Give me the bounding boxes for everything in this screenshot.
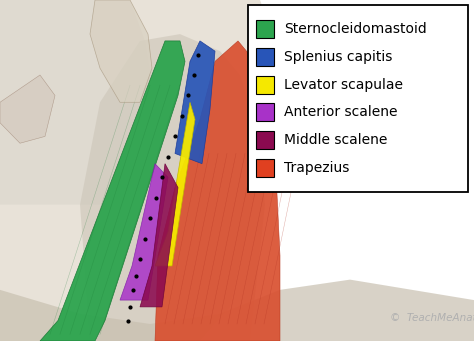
Polygon shape <box>0 0 270 341</box>
Polygon shape <box>40 41 185 341</box>
Polygon shape <box>140 164 178 307</box>
Bar <box>256 159 274 177</box>
Polygon shape <box>0 75 55 143</box>
Text: ©  TeachMe​Anatomy․: © TeachMe​Anatomy․ <box>390 313 474 323</box>
Bar <box>256 131 274 149</box>
Bar <box>248 5 468 192</box>
Text: Splenius capitis: Splenius capitis <box>284 50 392 64</box>
Text: Levator scapulae: Levator scapulae <box>284 78 403 92</box>
Polygon shape <box>90 0 152 102</box>
Text: Anterior scalene: Anterior scalene <box>284 105 398 119</box>
Polygon shape <box>0 280 474 341</box>
Polygon shape <box>175 41 215 164</box>
Polygon shape <box>155 102 195 266</box>
Polygon shape <box>0 0 155 205</box>
Polygon shape <box>155 41 280 341</box>
Bar <box>256 48 274 66</box>
Bar <box>256 20 274 38</box>
Polygon shape <box>80 34 265 341</box>
Bar <box>256 76 274 93</box>
Polygon shape <box>120 164 168 300</box>
Bar <box>256 103 274 121</box>
Text: Trapezius: Trapezius <box>284 161 349 175</box>
Text: Sternocleidomastoid: Sternocleidomastoid <box>284 22 427 36</box>
Text: Middle scalene: Middle scalene <box>284 133 387 147</box>
